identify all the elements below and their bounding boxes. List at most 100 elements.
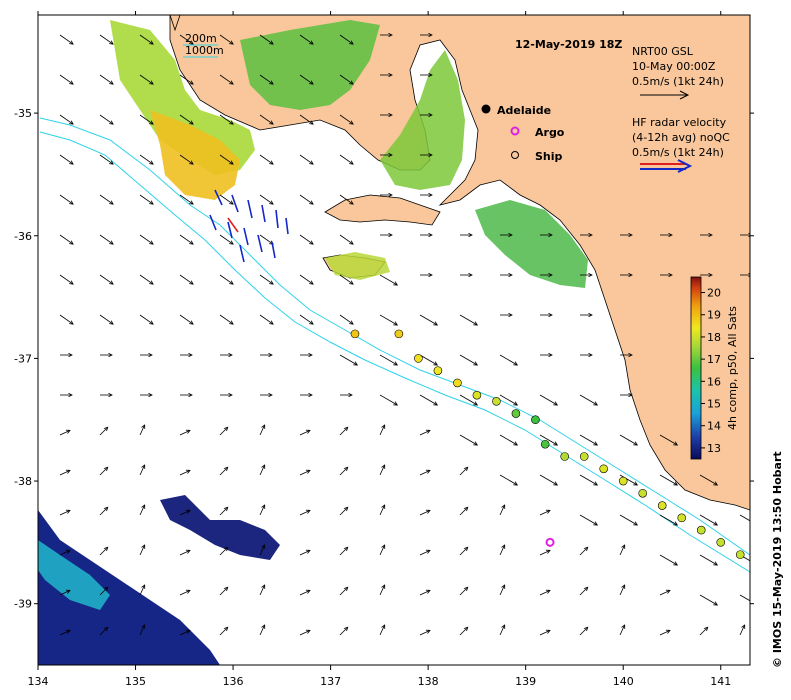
current-arrowhead [425,429,431,434]
current-arrowhead [381,464,386,470]
current-arrowhead [69,40,74,45]
current-arrowhead [229,40,234,45]
isobath-1000m [39,131,750,573]
current-arrowhead [141,624,146,630]
current-arrowhead [548,272,553,278]
current-arrow [459,314,478,326]
current-arrow [579,394,598,406]
current-arrowhead [425,549,431,554]
current-arrowhead [703,626,709,632]
current-arrowhead [308,392,313,398]
current-arrowhead [309,280,314,285]
current-arrow [619,474,638,486]
mainland-coast [169,15,750,511]
colorbar-tick-label: 17 [707,353,721,366]
hf-legend-line1: HF radar velocity [632,116,727,129]
current-arrowhead [188,392,193,398]
current-arrowhead [188,352,193,358]
current-arrowhead [463,466,469,472]
current-arrowhead [149,200,154,205]
current-arrow [379,424,386,436]
current-arrowhead [268,392,273,398]
current-arrow [699,626,709,636]
current-arrowhead [305,629,311,634]
ship-track-point [638,489,648,498]
x-tick-label: 134 [28,675,49,688]
current-arrow [139,584,146,596]
hf-radar-vectors [209,189,289,263]
current-arrow [179,74,194,85]
current-arrow [59,194,74,205]
current-arrowhead [261,624,266,630]
current-arrow [499,434,518,446]
kangaroo-island [324,194,441,226]
current-arrowhead [189,320,194,325]
current-arrow [499,474,518,486]
current-arrowhead [633,441,639,446]
current-arrowhead [305,509,311,514]
current-arrow [179,234,194,245]
current-arrowhead [109,200,114,205]
current-arrowhead [473,361,479,366]
current-arrowhead [381,624,386,630]
current-arrow [219,586,229,596]
current-arrow [659,629,671,636]
current-arrowhead [141,464,146,470]
current-arrowhead [189,120,194,125]
ship-track-point [453,378,462,388]
current-arrowhead [621,584,626,590]
ship-track-point [579,452,589,461]
current-arrowhead [501,584,506,590]
hf-legend-line3: 0.5m/s (1kt 24h) [632,146,724,159]
current-arrowhead [69,320,74,325]
current-arrow [219,274,234,285]
current-arrowhead [229,120,234,125]
current-arrow [459,394,478,406]
current-arrow [59,469,71,476]
current-arrowhead [428,72,433,78]
current-arrowhead [349,280,354,285]
current-arrow [259,114,274,125]
current-arrow [419,549,431,556]
current-arrow [219,234,234,245]
current-arrowhead [513,441,519,446]
current-arrow [499,544,506,556]
sst-patch-lakes [475,200,588,288]
plot-frame [37,14,751,666]
current-arrow [139,464,146,476]
x-tick-label: 135 [125,675,146,688]
current-arrowhead [229,240,234,245]
current-arrowhead [189,280,194,285]
current-arrow [59,549,71,556]
current-arrow [659,434,678,446]
colorbar-tick-label: 20 [707,287,721,300]
current-arrow [179,429,191,436]
current-arrow [299,234,314,245]
current-arrow [379,584,386,596]
current-arrowhead [185,509,191,514]
current-arrow [299,509,311,516]
isobath-legend-1000m: 1000m [185,44,224,57]
current-arrow [99,586,109,596]
gsl-legend-line1: NRT00 GSL [632,45,694,58]
current-arrow [59,589,71,596]
colorbar-label: 4h comp, p50, All Sats [726,306,739,430]
colorbar-tick-label: 14 [707,420,721,433]
current-arrowhead [381,544,386,550]
ship-track-point [716,538,726,547]
current-arrowhead [109,240,114,245]
current-arrow [619,434,638,446]
current-arrow [579,474,598,486]
current-arrow [339,154,354,165]
current-arrowhead [425,509,431,514]
current-arrowhead [388,32,393,38]
current-arrowhead [713,481,719,486]
current-arrowhead [545,509,551,514]
sst-patch-southwest [38,510,220,665]
current-arrowhead [508,232,513,238]
current-arrow [379,624,386,636]
colorbar-tick-label: 15 [707,398,721,411]
current-arrow [179,274,194,285]
current-arrow [379,504,386,516]
current-arrowhead [269,280,274,285]
